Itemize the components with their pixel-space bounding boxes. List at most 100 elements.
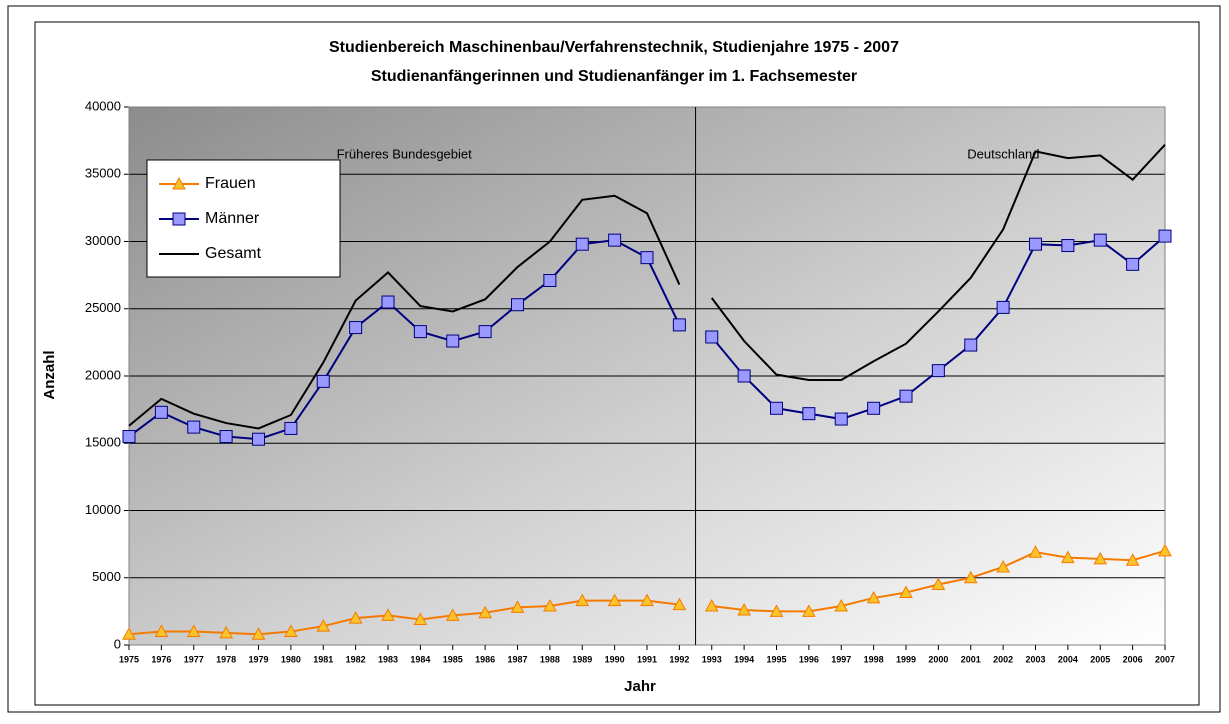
data-point bbox=[931, 364, 945, 378]
data-point bbox=[284, 624, 298, 638]
series-line bbox=[128, 599, 680, 636]
data-point bbox=[640, 251, 654, 265]
data-point bbox=[219, 625, 233, 639]
legend-label: Frauen bbox=[205, 175, 256, 192]
data-point bbox=[899, 389, 913, 403]
data-point bbox=[802, 407, 816, 421]
x-tick-label: 2006 bbox=[1123, 654, 1143, 664]
x-tick-label: 1979 bbox=[248, 654, 268, 664]
data-point bbox=[1158, 543, 1172, 557]
x-tick-label: 2005 bbox=[1090, 654, 1110, 664]
data-point bbox=[1029, 237, 1042, 251]
y-tick-label: 0 bbox=[114, 636, 121, 651]
region-label: Früheres Bundesgebiet bbox=[337, 146, 473, 161]
data-point bbox=[186, 624, 201, 638]
data-point bbox=[672, 318, 686, 332]
data-point bbox=[705, 330, 719, 344]
x-tick-label: 1975 bbox=[119, 654, 139, 664]
data-point bbox=[996, 300, 1010, 314]
data-point bbox=[284, 421, 298, 435]
x-tick-label: 1983 bbox=[378, 654, 398, 664]
x-tick-label: 2004 bbox=[1058, 654, 1078, 664]
data-point bbox=[543, 598, 557, 612]
x-tick-label: 1991 bbox=[637, 654, 657, 664]
x-tick-label: 1990 bbox=[605, 654, 625, 664]
data-point bbox=[316, 374, 330, 388]
x-axis-title: Jahr bbox=[624, 678, 656, 695]
series-line bbox=[710, 143, 1166, 382]
data-point bbox=[510, 600, 525, 613]
y-tick-label: 35000 bbox=[85, 166, 121, 181]
x-tick-label: 1988 bbox=[540, 654, 560, 664]
data-point bbox=[769, 604, 784, 617]
data-point bbox=[866, 590, 881, 604]
data-point bbox=[413, 325, 427, 339]
x-tick-label: 1993 bbox=[702, 654, 722, 664]
data-point bbox=[187, 420, 201, 434]
x-tick-label: 1992 bbox=[669, 654, 689, 664]
y-tick-label: 20000 bbox=[85, 367, 121, 382]
data-point bbox=[834, 412, 848, 426]
data-point bbox=[413, 612, 428, 625]
data-point bbox=[802, 604, 816, 617]
data-point bbox=[1126, 257, 1140, 271]
x-tick-label: 2002 bbox=[993, 654, 1013, 664]
y-tick-label: 10000 bbox=[85, 502, 121, 517]
data-point bbox=[1061, 239, 1075, 253]
data-point bbox=[511, 298, 524, 312]
data-point bbox=[478, 325, 492, 339]
data-point bbox=[1093, 233, 1107, 247]
data-point bbox=[1028, 545, 1043, 558]
data-point bbox=[834, 598, 849, 612]
data-point bbox=[1125, 553, 1140, 566]
data-point bbox=[607, 593, 622, 607]
x-tick-label: 1978 bbox=[216, 654, 236, 664]
data-point bbox=[737, 369, 751, 383]
legend-label: Gesamt bbox=[205, 245, 262, 262]
series-line bbox=[128, 194, 681, 430]
data-point bbox=[867, 401, 881, 415]
x-tick-label: 1976 bbox=[151, 654, 171, 664]
data-point bbox=[122, 627, 136, 640]
data-point bbox=[1061, 550, 1075, 564]
x-tick-label: 1981 bbox=[313, 654, 333, 664]
legend-marker bbox=[172, 176, 186, 190]
x-tick-label: 1997 bbox=[831, 654, 851, 664]
data-point bbox=[381, 608, 395, 621]
x-tick-label: 1987 bbox=[507, 654, 527, 664]
x-tick-label: 2003 bbox=[1025, 654, 1045, 664]
data-point bbox=[1158, 229, 1172, 243]
data-point bbox=[252, 432, 265, 446]
x-tick-label: 1984 bbox=[410, 654, 430, 664]
data-point bbox=[349, 321, 363, 335]
data-point bbox=[770, 401, 783, 415]
y-tick-label: 40000 bbox=[85, 98, 121, 113]
region-label: Deutschland bbox=[967, 146, 1039, 161]
data-point bbox=[154, 405, 168, 419]
x-tick-label: 2001 bbox=[961, 654, 981, 664]
y-tick-label: 30000 bbox=[85, 233, 121, 248]
data-point bbox=[672, 597, 687, 611]
data-point bbox=[348, 611, 363, 624]
data-point bbox=[704, 598, 719, 612]
x-tick-label: 2007 bbox=[1155, 654, 1175, 664]
x-tick-label: 1985 bbox=[443, 654, 463, 664]
y-axis-title: Anzahl bbox=[41, 350, 58, 399]
data-point bbox=[219, 430, 233, 444]
data-point bbox=[996, 559, 1010, 573]
data-point bbox=[575, 237, 589, 251]
x-tick-label: 1996 bbox=[799, 654, 819, 664]
y-tick-label: 5000 bbox=[92, 569, 121, 584]
data-point bbox=[445, 608, 460, 621]
x-tick-label: 1986 bbox=[475, 654, 495, 664]
data-point bbox=[964, 338, 978, 352]
data-point bbox=[931, 577, 946, 590]
data-point bbox=[478, 605, 492, 619]
legend-label: Männer bbox=[205, 210, 260, 227]
data-point bbox=[543, 274, 557, 288]
chart-subtitle: Studienanfängerinnen und Studienanfänger… bbox=[371, 68, 857, 85]
x-tick-label: 1994 bbox=[734, 654, 754, 664]
x-tick-label: 1995 bbox=[766, 654, 786, 664]
